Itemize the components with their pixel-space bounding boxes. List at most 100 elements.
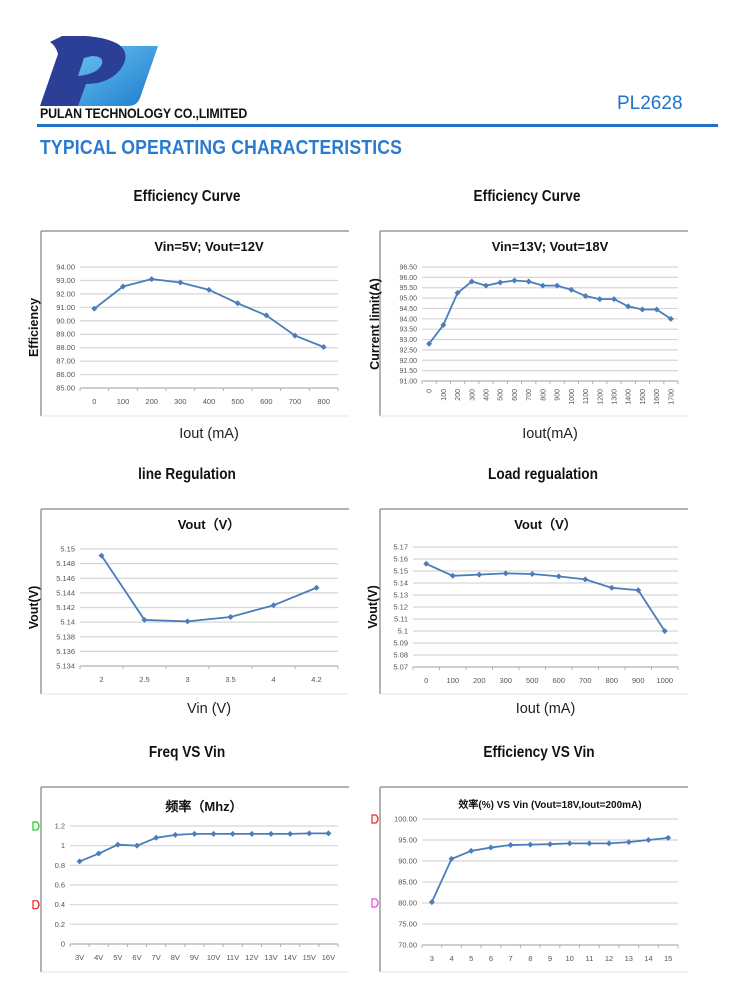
company-name: PULAN TECHNOLOGY CO.,LIMITED xyxy=(40,106,248,121)
y-tick-label: 5.17 xyxy=(393,543,408,552)
x-tick-label: 1300 xyxy=(612,389,619,405)
chart-title: Vout（V） xyxy=(514,517,577,532)
chart-line-regulation: Vout（V） 5.134 5.136 5.138 5.14 5.142 5.144 5.14… xyxy=(27,508,349,717)
y-tick-label: 100.00 xyxy=(394,815,417,824)
chart-heading-efficiency-2: Efficiency Curve xyxy=(473,188,581,205)
x-tick-label: 5V xyxy=(113,953,122,962)
x-tick-label: 1400 xyxy=(626,389,633,405)
x-tick-label: 400 xyxy=(484,389,491,401)
x-tick-label: 1500 xyxy=(640,389,647,405)
data-point xyxy=(320,343,327,350)
x-tick-label: 800 xyxy=(540,389,547,401)
data-point xyxy=(134,842,140,849)
data-point xyxy=(76,858,83,865)
x-tick-label: 14 xyxy=(644,954,652,963)
x-tick-label: 13V xyxy=(264,953,277,962)
chart-heading-efficiency-vs-vin: Efficiency VS Vin xyxy=(483,744,595,761)
data-point xyxy=(248,830,255,837)
x-tick-label: 200 xyxy=(455,389,462,401)
y-tick-label: 5.12 xyxy=(393,603,408,612)
data-point xyxy=(325,830,332,837)
y-tick-label: 5.11 xyxy=(394,615,408,624)
x-tick-label: 300 xyxy=(469,389,476,401)
data-point xyxy=(568,286,575,293)
y-tick-label: 5.134 xyxy=(56,662,75,671)
data-point xyxy=(454,289,461,296)
data-point xyxy=(229,830,236,837)
y-tick-label: 92.00 xyxy=(56,289,75,298)
x-tick-label: 7 xyxy=(509,954,513,963)
data-point xyxy=(141,616,148,623)
data-point xyxy=(153,834,160,841)
data-point xyxy=(582,293,589,300)
chart-heading-line-regulation: line Regulation xyxy=(138,466,236,483)
data-point xyxy=(120,283,126,290)
x-tick-label: 4.2 xyxy=(311,675,321,684)
data-point xyxy=(667,315,674,322)
y-tick-label: 0.8 xyxy=(55,861,65,870)
x-tick-label: 200 xyxy=(145,397,158,406)
y-tick-label: 5.08 xyxy=(393,651,408,660)
y-tick-label: 90.00 xyxy=(398,857,417,866)
y-tick-label: 1.2 xyxy=(55,822,65,831)
x-tick-label: 400 xyxy=(203,397,216,406)
data-point xyxy=(234,300,241,307)
y-tick-label: 5.142 xyxy=(56,603,75,612)
y-tick-label: 85.00 xyxy=(56,384,75,393)
data-point xyxy=(206,286,212,293)
company-logo xyxy=(40,36,158,106)
data-point xyxy=(191,830,198,837)
data-point xyxy=(497,279,504,286)
x-axis-label: Iout(mA) xyxy=(522,426,578,442)
y-tick-label: 95.00 xyxy=(399,296,417,303)
x-tick-label: 5 xyxy=(469,954,473,963)
y-tick-label: 96.00 xyxy=(399,275,417,282)
data-point xyxy=(529,571,536,577)
data-point xyxy=(428,899,435,906)
x-tick-label: 700 xyxy=(289,397,302,406)
y-tick-label: 92.50 xyxy=(399,347,417,354)
series-line xyxy=(425,562,666,632)
x-tick-label: 16V xyxy=(322,953,335,962)
x-tick-label: 600 xyxy=(512,389,519,401)
y-tick-label: 91.00 xyxy=(56,303,75,312)
y-tick-label: 5.14 xyxy=(393,579,408,588)
x-tick-label: 4 xyxy=(271,675,275,684)
data-point xyxy=(639,306,646,313)
data-point xyxy=(184,618,191,625)
data-point xyxy=(606,840,613,847)
x-tick-label: 3V xyxy=(75,953,84,962)
x-tick-label: 800 xyxy=(317,397,330,406)
data-point xyxy=(313,584,320,591)
chart-title: Vin=5V; Vout=12V xyxy=(154,239,264,254)
data-point xyxy=(566,840,573,847)
data-point xyxy=(95,850,102,857)
x-tick-label: 14V xyxy=(283,953,296,962)
data-point xyxy=(148,276,155,283)
data-point xyxy=(582,576,589,583)
side-marker-icon xyxy=(371,814,379,824)
series-line xyxy=(100,555,317,623)
data-point xyxy=(263,312,270,319)
y-tick-label: 5.138 xyxy=(56,632,75,641)
y-tick-label: 91.00 xyxy=(399,379,417,386)
data-point xyxy=(268,830,274,837)
data-point xyxy=(172,831,179,838)
data-point xyxy=(596,296,603,303)
data-point xyxy=(468,847,475,854)
y-tick-label: 0 xyxy=(61,940,65,949)
x-tick-label: 500 xyxy=(498,389,505,401)
x-tick-label: 11V xyxy=(226,953,239,962)
data-point xyxy=(487,844,494,851)
x-tick-label: 1700 xyxy=(668,389,675,405)
y-tick-label: 80.00 xyxy=(398,899,417,908)
y-tick-label: 96.50 xyxy=(399,265,417,272)
x-tick-label: 500 xyxy=(231,397,244,406)
y-tick-label: 0.6 xyxy=(55,881,65,890)
data-point xyxy=(449,572,456,579)
y-tick-label: 87.00 xyxy=(56,357,75,366)
chart-efficiency-curve-13v-18v: Vin=13V; Vout=18V 91.00 91.50 92.00 92.50 93.… xyxy=(368,230,688,442)
x-tick-label: 0 xyxy=(92,397,96,406)
x-tick-label: 9 xyxy=(548,954,552,963)
data-point xyxy=(511,277,518,284)
